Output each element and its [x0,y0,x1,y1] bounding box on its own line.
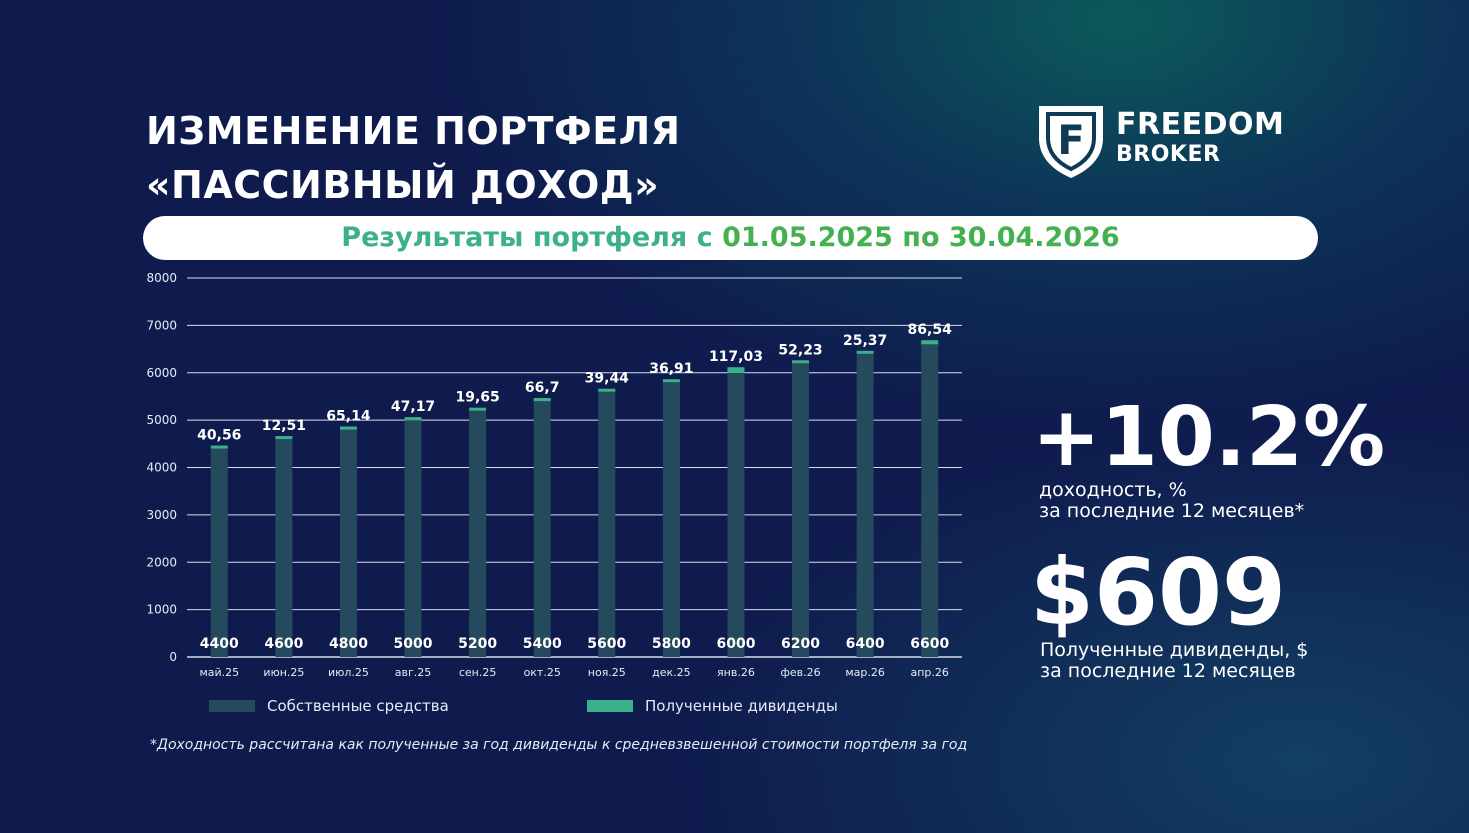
bar-own-funds [921,344,939,657]
portfolio-bar-chart: 0 1000 2000 3000 4000 5000 6000 7000 8000 40,56 44… [146,271,962,679]
x-tick-label: фев.26 [780,666,820,679]
data-label-own-funds: 5600 [587,636,626,652]
x-tick-label: июл.25 [328,666,369,679]
legend-swatch-dividends [587,700,633,712]
y-tick-label: 2000 [146,555,177,569]
bar-own-funds [662,382,680,657]
footnote: *Доходность рассчитана как полученные за… [150,737,968,753]
bar-own-funds [210,448,228,657]
bar-dividends [533,398,551,402]
data-label-own-funds: 6000 [716,636,755,652]
logo-mark-letter: F [1057,118,1084,164]
bar-own-funds [533,401,551,657]
x-tick-label: авг.25 [395,666,432,679]
kpi-yield-caption-1: доходность, % [1039,479,1187,501]
bar-own-funds [404,420,422,657]
freedom-broker-logo: F FREEDOM BROKER [1036,102,1296,182]
y-tick-label: 5000 [146,413,177,427]
data-label-own-funds: 6600 [910,636,949,652]
x-tick-label: май.25 [199,666,239,679]
data-label-own-funds: 5000 [394,636,433,652]
bar-own-funds [598,391,616,657]
x-tick-label: янв.26 [717,666,755,679]
data-label-dividends: 65,14 [326,409,371,425]
bar-own-funds [275,439,293,657]
legend-swatch-own-funds [209,700,255,712]
bar-dividends [404,417,422,421]
page-title: ИЗМЕНЕНИЕ ПОРТФЕЛЯ «ПАССИВНЫЙ ДОХОД» [146,104,680,212]
kpi-dividends-caption-1: Полученные дивиденды, $ [1040,639,1309,661]
y-tick-label: 0 [169,650,177,664]
data-label-own-funds: 6200 [781,636,820,652]
period-prefix: Результаты портфеля с [341,222,723,253]
logo-text-broker: BROKER [1116,142,1221,167]
x-tick-label: дек.25 [652,666,691,679]
data-label-dividends: 40,56 [197,428,241,444]
data-label-own-funds: 4400 [200,636,239,652]
kpi-yield-caption-2: за последние 12 месяцев* [1039,500,1305,522]
kpi-dividends-caption: Полученные дивиденды, $ за последние 12 … [1040,640,1308,682]
data-label-own-funds: 5800 [652,636,691,652]
kpi-yield-value: +10.2% [1032,390,1386,485]
kpi-dividends-caption-2: за последние 12 месяцев [1040,660,1296,682]
data-label-own-funds: 5400 [523,636,562,652]
y-tick-label: 3000 [146,508,177,522]
logo-text-freedom: FREEDOM [1116,107,1285,142]
bar-dividends [921,340,939,345]
data-label-own-funds: 4600 [264,636,303,652]
data-label-own-funds: 6400 [846,636,885,652]
legend-item-own-funds: Собственные средства [209,697,449,715]
y-tick-label: 6000 [146,366,177,380]
x-tick-label: окт.25 [524,666,561,679]
kpi-dividends-value: $609 [1030,539,1287,646]
data-label-dividends: 39,44 [585,371,630,387]
data-label-dividends: 12,51 [262,418,306,434]
bar-dividends [856,350,874,354]
bar-own-funds [469,410,487,657]
data-label-dividends: 117,03 [709,349,763,365]
bar-dividends [792,360,810,364]
y-tick-label: 8000 [146,271,177,285]
bar-own-funds [792,363,810,657]
data-label-own-funds: 5200 [458,636,497,652]
kpi-yield-caption: доходность, % за последние 12 месяцев* [1039,480,1304,522]
legend-label-dividends: Полученные дивиденды [645,697,838,715]
bar-dividends [210,445,228,449]
bar-own-funds [727,372,745,657]
period-dates: 01.05.2025 по 30.04.2026 [722,222,1120,253]
y-tick-label: 1000 [146,603,177,617]
bar-dividends [662,379,680,383]
data-label-dividends: 66,7 [525,380,560,396]
x-tick-label: сен.25 [459,666,497,679]
data-label-dividends: 86,54 [908,322,953,338]
data-label-own-funds: 4800 [329,636,368,652]
bar-dividends [598,388,616,392]
bar-dividends [275,436,293,440]
y-tick-label: 7000 [146,318,177,332]
x-tick-label: июн.25 [263,666,304,679]
page-title-line-1: ИЗМЕНЕНИЕ ПОРТФЕЛЯ [146,109,681,153]
x-tick-label: ноя.25 [588,666,626,679]
bar-dividends [339,426,357,430]
data-label-dividends: 19,65 [455,390,499,406]
period-banner: Результаты портфеля с 01.05.2025 по 30.0… [143,216,1318,260]
x-tick-label: апр.26 [910,666,948,679]
data-label-dividends: 47,17 [391,399,435,415]
x-tick-label: мар.26 [845,666,885,679]
data-label-dividends: 36,91 [649,361,693,377]
data-label-dividends: 25,37 [843,333,887,349]
y-tick-label: 4000 [146,461,177,475]
legend-item-dividends: Полученные дивиденды [587,697,838,715]
bar-dividends [727,367,745,373]
page-title-line-2: «ПАССИВНЫЙ ДОХОД» [146,163,660,207]
data-label-dividends: 52,23 [778,342,822,358]
legend-label-own-funds: Собственные средства [267,697,449,715]
bar-own-funds [856,353,874,657]
freedom-shield-icon: F [1039,106,1103,178]
bar-dividends [469,407,487,411]
bar-own-funds [339,429,357,657]
